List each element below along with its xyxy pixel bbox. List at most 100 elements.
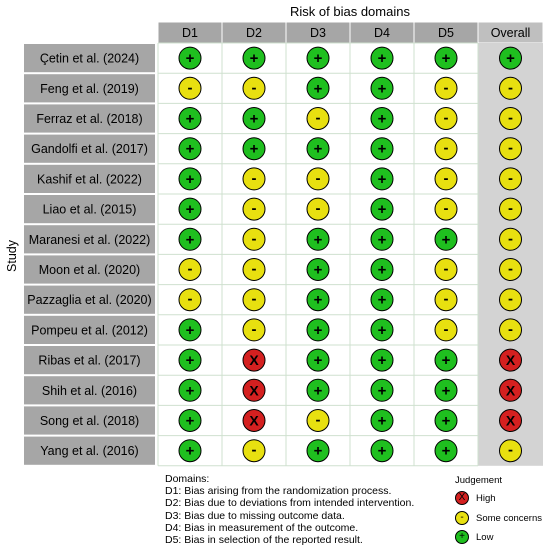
judgement-mark-low: + (370, 439, 394, 463)
judgement-symbol: - (444, 321, 449, 338)
judgement-mark-low: + (306, 348, 330, 372)
domain-d4-description: D4: Bias in measurement of the outcome. (165, 521, 359, 534)
judgement-symbol: + (378, 322, 387, 339)
judgement-symbol: + (506, 50, 515, 67)
judgement-symbol: + (378, 382, 387, 399)
judgement-symbol: + (314, 80, 323, 97)
judgement-mark-low: + (370, 258, 394, 281)
judgement-mark-low: + (178, 107, 202, 130)
judgement-circle (499, 288, 522, 312)
judgement-mark-some: - (499, 167, 522, 191)
judgement-legend-title: Judgement (455, 475, 503, 486)
judgement-circle (306, 137, 330, 161)
judgement-circle (242, 227, 266, 251)
judgement-symbol: + (378, 201, 387, 218)
judgement-symbol: - (508, 110, 513, 127)
judgement-circle (370, 258, 394, 281)
study-label-cell (24, 376, 155, 405)
judgement-circle (499, 409, 522, 432)
judgement-mark-some: - (434, 258, 458, 281)
judgement-mark-low: + (370, 107, 394, 130)
judgement-mark-some: - (434, 318, 458, 342)
judgement-circle (499, 348, 522, 372)
judgement-mark-low: + (178, 137, 202, 161)
judgement-mark-low: + (370, 197, 394, 221)
judgement-circle (178, 227, 202, 251)
judgement-circle (370, 378, 394, 402)
judgement-symbol: - (444, 170, 449, 187)
judgement-symbol: - (188, 291, 193, 308)
judgement-symbol: + (442, 382, 451, 399)
judgement-mark-high: X (499, 378, 522, 402)
study-label-cell (24, 164, 155, 193)
judgement-mark-low: + (370, 318, 394, 342)
judgement-circle (499, 197, 522, 221)
judgement-mark-low: + (370, 409, 394, 432)
y-axis-label: Study (5, 239, 19, 272)
judgement-circle (434, 137, 458, 161)
judgement-circle (306, 167, 330, 191)
judgement-symbol: + (442, 413, 451, 430)
judgement-circle (499, 46, 522, 70)
judgement-symbol: + (378, 352, 387, 369)
judgement-mark-low: + (306, 288, 330, 312)
judgement-circle (242, 288, 266, 312)
judgement-mark-low: + (434, 378, 458, 402)
judgement-symbol: - (188, 261, 193, 278)
study-label: Maranesi et al. (2022) (29, 233, 151, 247)
judgement-circle (306, 197, 330, 221)
judgement-symbol: - (252, 291, 257, 308)
study-label: Ribas et al. (2017) (38, 354, 140, 368)
judgement-symbol: + (250, 50, 259, 67)
judgement-circle (499, 227, 522, 251)
judgement-symbol: + (186, 352, 195, 369)
judgement-circle (434, 167, 458, 191)
judgement-circle (370, 227, 394, 251)
judgement-mark-low: + (370, 288, 394, 312)
judgement-mark-some: - (242, 288, 266, 312)
study-label-cell (24, 406, 155, 435)
judgement-circle (306, 46, 330, 70)
judgement-symbol: + (250, 141, 259, 158)
judgement-circle (499, 76, 522, 100)
judgement-mark-some: - (499, 137, 522, 161)
judgement-symbol: + (314, 231, 323, 248)
judgement-circle (499, 107, 522, 130)
judgement-circle (178, 258, 202, 281)
judgement-symbol: - (444, 291, 449, 308)
judgement-mark-low: + (370, 76, 394, 100)
judgement-circle (370, 439, 394, 463)
judgement-mark-some: - (434, 288, 458, 312)
judgement-mark-low: + (370, 227, 394, 251)
judgement-mark-low: + (434, 227, 458, 251)
judgement-circle (370, 288, 394, 312)
judgement-symbol: - (508, 79, 513, 96)
judgement-symbol: X (506, 413, 516, 429)
judgement-mark-high: X (499, 348, 522, 372)
judgement-symbol: - (188, 79, 193, 96)
judgement-circle (499, 167, 522, 191)
judgement-mark-low: + (178, 167, 202, 191)
judgement-mark-some: - (242, 439, 266, 463)
judgement-circle (242, 439, 266, 463)
judgement-mark-some: - (242, 76, 266, 100)
judgement-mark-low: + (370, 46, 394, 70)
low-risk-icon: + (455, 530, 469, 544)
study-label: Çetin et al. (2024) (40, 52, 139, 66)
judgement-mark-low: + (306, 378, 330, 402)
judgement-circle (370, 318, 394, 342)
judgement-symbol: + (186, 171, 195, 188)
judgement-high-item: X High (455, 490, 496, 506)
judgement-some-label: Some concerns (476, 512, 543, 524)
judgement-mark-some: - (434, 107, 458, 130)
judgement-symbol: X (249, 413, 259, 429)
judgement-circle (499, 318, 522, 342)
judgement-symbol: + (442, 50, 451, 67)
judgement-mark-low: + (370, 348, 394, 372)
judgement-symbol: - (316, 170, 321, 187)
judgement-circle (499, 439, 522, 463)
judgement-symbol: + (314, 141, 323, 158)
judgement-mark-low: + (242, 107, 266, 130)
judgement-circle (178, 378, 202, 402)
judgement-mark-some: - (434, 76, 458, 100)
